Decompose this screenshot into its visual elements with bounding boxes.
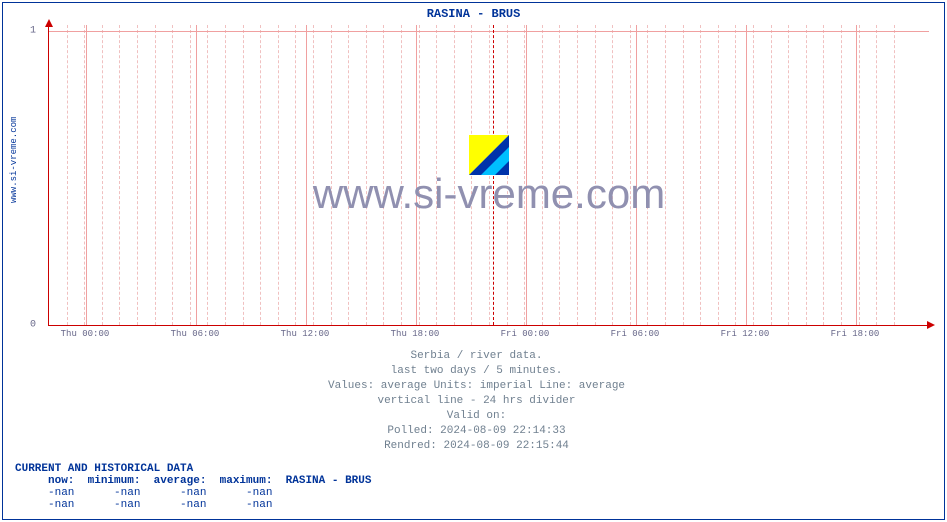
watermark-text: www.si-vreme.com bbox=[313, 170, 665, 218]
chart-title: RASINA - BRUS bbox=[3, 3, 944, 21]
side-watermark-label: www.si-vreme.com bbox=[9, 117, 19, 203]
plot-area: www.si-vreme.com 01 Thu 00:00Thu 06:00Th… bbox=[48, 25, 928, 335]
x-tick-label: Thu 18:00 bbox=[391, 329, 440, 339]
y-tick-label: 1 bbox=[30, 26, 36, 37]
table-row: -nan -nan -nan -nan bbox=[15, 499, 371, 511]
table-heading: CURRENT AND HISTORICAL DATA bbox=[15, 463, 371, 475]
y-axis-arrow-icon bbox=[45, 19, 53, 27]
x-tick-label: Fri 12:00 bbox=[721, 329, 770, 339]
meta-line: last two days / 5 minutes. bbox=[3, 364, 947, 379]
watermark-logo-icon bbox=[469, 135, 509, 175]
axes: www.si-vreme.com bbox=[48, 25, 929, 326]
meta-line: Polled: 2024-08-09 22:14:33 bbox=[3, 424, 947, 439]
meta-line: vertical line - 24 hrs divider bbox=[3, 394, 947, 409]
x-tick-label: Fri 00:00 bbox=[501, 329, 550, 339]
meta-line: Valid on: bbox=[3, 409, 947, 424]
x-axis-arrow-icon bbox=[927, 321, 935, 329]
data-table: CURRENT AND HISTORICAL DATA now: minimum… bbox=[15, 463, 371, 511]
meta-line: Rendred: 2024-08-09 22:15:44 bbox=[3, 439, 947, 454]
x-tick-label: Thu 06:00 bbox=[171, 329, 220, 339]
chart-metadata: Serbia / river data. last two days / 5 m… bbox=[3, 349, 947, 454]
table-row: -nan -nan -nan -nan bbox=[15, 487, 371, 499]
meta-line: Serbia / river data. bbox=[3, 349, 947, 364]
x-tick-label: Fri 06:00 bbox=[611, 329, 660, 339]
y-tick-label: 0 bbox=[30, 320, 36, 331]
meta-line: Values: average Units: imperial Line: av… bbox=[3, 379, 947, 394]
table-header-row: now: minimum: average: maximum: RASINA -… bbox=[15, 475, 371, 487]
x-tick-label: Fri 18:00 bbox=[831, 329, 880, 339]
x-tick-label: Thu 12:00 bbox=[281, 329, 330, 339]
chart-container: RASINA - BRUS www.si-vreme.com www.si-vr… bbox=[2, 2, 945, 520]
x-tick-label: Thu 00:00 bbox=[61, 329, 110, 339]
series-label: RASINA - BRUS bbox=[286, 475, 372, 487]
